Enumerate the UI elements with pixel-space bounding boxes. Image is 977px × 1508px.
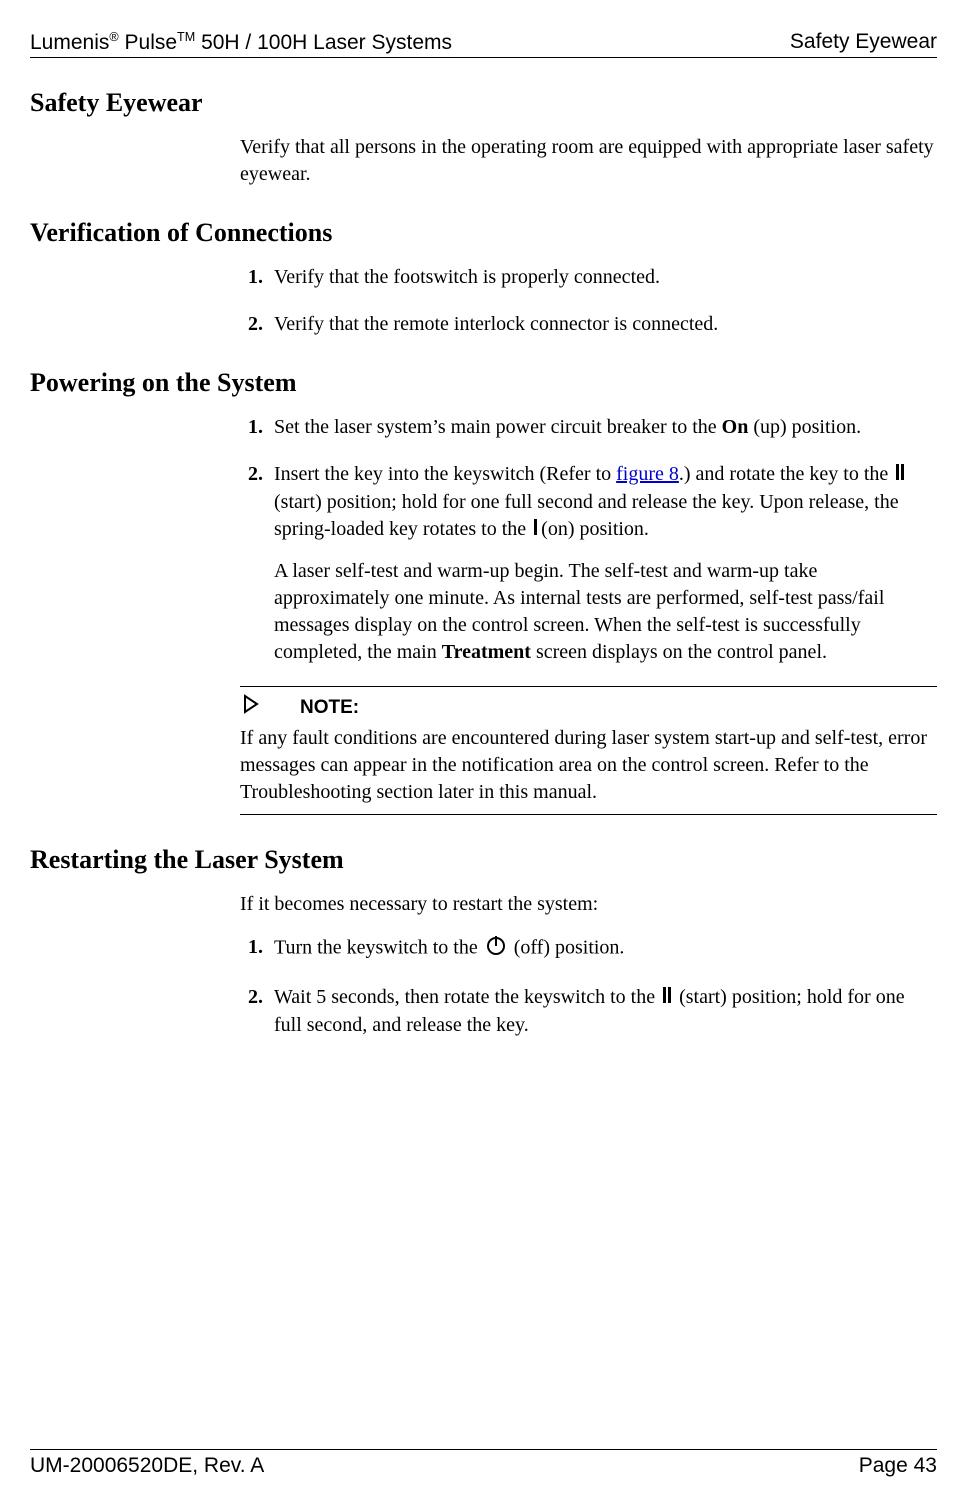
- footer-right: Page 43: [859, 1454, 937, 1478]
- section-restarting-title: Restarting the Laser System: [30, 845, 937, 875]
- note-label: NOTE:: [300, 695, 359, 721]
- header-left: Lumenis® PulseTM 50H / 100H Laser System…: [30, 30, 452, 55]
- restarting-item-2-a: Wait 5 seconds, then rotate the keyswitc…: [274, 986, 660, 1008]
- powering-para2-bold: Treatment: [442, 641, 531, 663]
- restarting-item-2: Wait 5 seconds, then rotate the keyswitc…: [268, 984, 937, 1039]
- header-tm: TM: [177, 30, 195, 44]
- powering-item-2-a: Insert the key into the keyswitch (Refer…: [274, 463, 616, 485]
- section-safety-eyewear-body: Verify that all persons in the operating…: [240, 134, 937, 188]
- restarting-intro: If it becomes necessary to restart the s…: [240, 891, 937, 918]
- powering-item-2: Insert the key into the keyswitch (Refer…: [268, 461, 937, 666]
- powering-item-1-on: On: [722, 416, 749, 438]
- section-powering-title: Powering on the System: [30, 368, 937, 398]
- header-registered: ®: [109, 30, 118, 44]
- section-safety-eyewear-title: Safety Eyewear: [30, 88, 937, 118]
- section-verification-title: Verification of Connections: [30, 218, 937, 248]
- powering-item-1: Set the laser system’s main power circui…: [268, 414, 937, 441]
- single-bar-on-icon: [533, 517, 539, 544]
- safety-eyewear-paragraph: Verify that all persons in the operating…: [240, 134, 937, 188]
- note-text: If any fault conditions are encountered …: [240, 725, 937, 806]
- powering-item-1-b: (up) position.: [748, 416, 861, 438]
- note-arrow-icon: [240, 693, 262, 723]
- section-powering-body: Set the laser system’s main power circui…: [240, 414, 937, 815]
- restarting-list: Turn the keyswitch to the (off) position…: [240, 934, 937, 1039]
- page-footer: UM-20006520DE, Rev. A Page 43: [30, 1449, 937, 1478]
- restarting-item-1-a: Turn the keyswitch to the: [274, 936, 483, 958]
- figure-8-link[interactable]: figure 8: [616, 463, 679, 485]
- double-bar-start-icon: [895, 462, 905, 489]
- footer-left: UM-20006520DE, Rev. A: [30, 1454, 264, 1478]
- powering-para2-b: screen displays on the control panel.: [531, 641, 827, 663]
- power-off-icon: [485, 934, 507, 964]
- verification-item-1: Verify that the footswitch is properly c…: [268, 264, 937, 291]
- section-restarting-body: If it becomes necessary to restart the s…: [240, 891, 937, 1039]
- powering-item-2-para2: A laser self-test and warm-up begin. The…: [274, 558, 937, 666]
- restarting-item-1-b: (off) position.: [509, 936, 625, 958]
- verification-item-2: Verify that the remote interlock connect…: [268, 311, 937, 338]
- header-brand-suffix: 50H / 100H Laser Systems: [195, 31, 452, 54]
- note-box: NOTE: If any fault conditions are encoun…: [240, 686, 937, 815]
- page-header: Lumenis® PulseTM 50H / 100H Laser System…: [30, 30, 937, 58]
- powering-list: Set the laser system’s main power circui…: [240, 414, 937, 666]
- header-brand-prefix: Lumenis: [30, 31, 109, 54]
- double-bar-start-icon-2: [662, 985, 672, 1012]
- note-header: NOTE:: [240, 693, 937, 723]
- powering-item-2-d: (on) position.: [541, 518, 649, 540]
- powering-item-1-a: Set the laser system’s main power circui…: [274, 416, 722, 438]
- header-right: Safety Eyewear: [790, 30, 937, 55]
- restarting-item-1: Turn the keyswitch to the (off) position…: [268, 934, 937, 964]
- section-verification-body: Verify that the footswitch is properly c…: [240, 264, 937, 338]
- page: Lumenis® PulseTM 50H / 100H Laser System…: [0, 0, 977, 1508]
- header-brand-mid: Pulse: [119, 31, 177, 54]
- powering-item-2-b: .) and rotate the key to the: [679, 463, 893, 485]
- verification-list: Verify that the footswitch is properly c…: [240, 264, 937, 338]
